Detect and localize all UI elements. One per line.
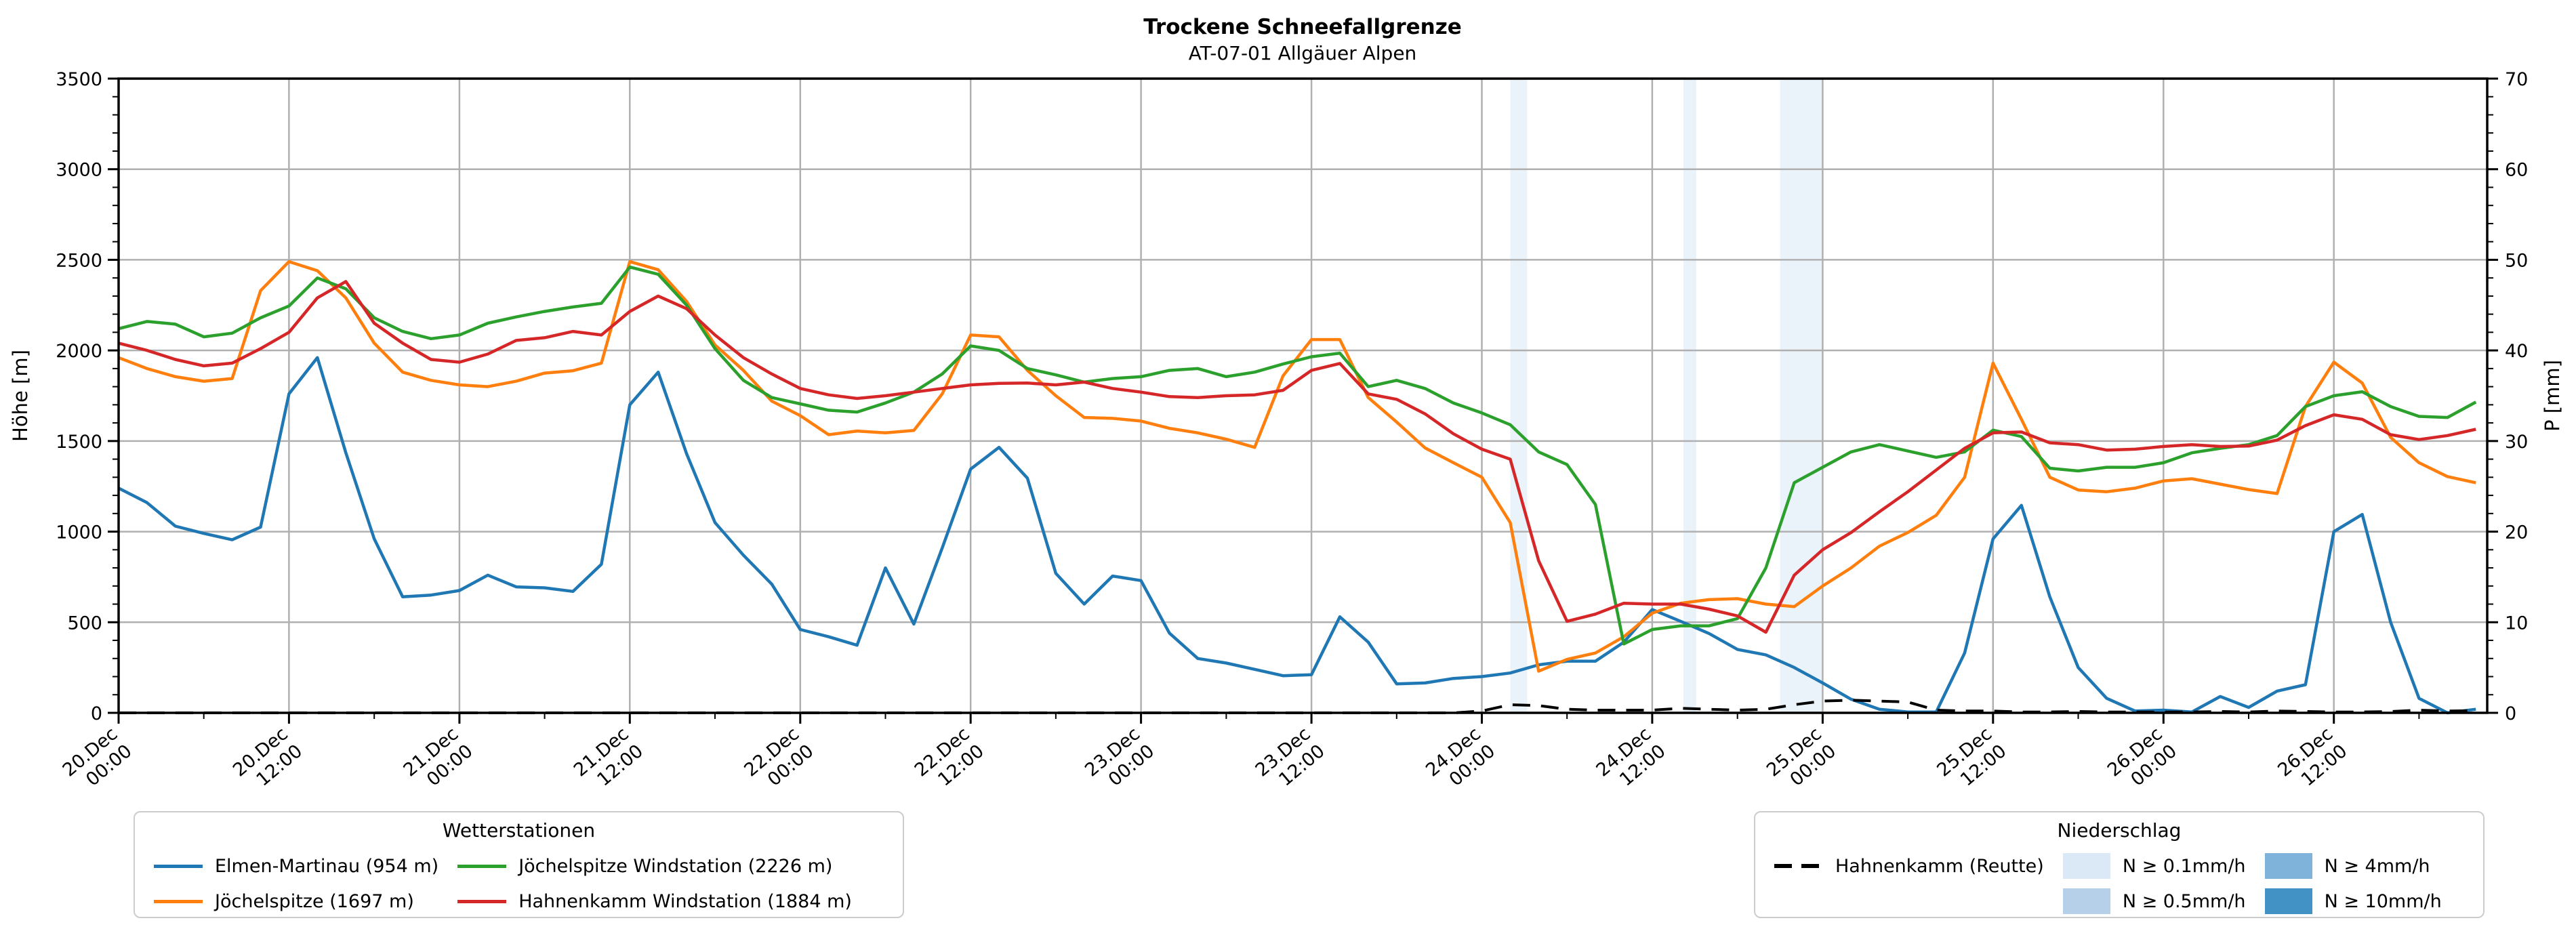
- legend-label: Hahnenkamm Windstation (1884 m): [518, 890, 852, 912]
- precip-10-swatch: [2264, 888, 2312, 914]
- svg-text:1500: 1500: [56, 432, 102, 453]
- svg-text:60: 60: [2505, 160, 2528, 181]
- svg-text:3500: 3500: [56, 69, 102, 90]
- legend-precipitation: Niederschlag Hahnenkamm (Reutte) N ≥ 0.1…: [1754, 811, 2485, 918]
- svg-text:3000: 3000: [56, 160, 102, 181]
- legend-label: N ≥ 4mm/h: [2324, 855, 2430, 877]
- precip-01-swatch: [2062, 853, 2110, 879]
- axes-spines: [117, 77, 2489, 714]
- legend-stations-title: Wetterstationen: [442, 819, 596, 842]
- precip-4-swatch: [2264, 853, 2312, 879]
- green-line-swatch: [457, 864, 507, 868]
- legend-item-hahnenkamm-windstation: Hahnenkamm Windstation (1884 m): [438, 884, 852, 919]
- series-line Jöchelspitze Windstation (2226 m): [118, 265, 2477, 646]
- legend-item-precip-01: N ≥ 0.1mm/h: [2044, 848, 2246, 884]
- svg-text:40: 40: [2505, 341, 2528, 362]
- series-line Jöchelspitze (1697 m): [118, 260, 2476, 673]
- legend-item-elmen-martinau: Elmen-Martinau (954 m): [135, 848, 438, 884]
- legend-precip-title: Niederschlag: [2057, 819, 2182, 842]
- svg-text:1000: 1000: [56, 522, 102, 543]
- dashed-line-swatch: [1774, 864, 1823, 868]
- legend-label: Jöchelspitze Windstation (2226 m): [518, 855, 833, 877]
- legend-item-precip-4: N ≥ 4mm/h: [2246, 848, 2442, 884]
- orange-line-swatch: [154, 899, 203, 903]
- svg-text:500: 500: [67, 613, 102, 634]
- legend-item-precip-10: N ≥ 10mm/h: [2246, 884, 2442, 919]
- legend-label: Jöchelspitze (1697 m): [215, 890, 414, 912]
- legend-stations: Wetterstationen Elmen-Martinau (954 m) J…: [134, 811, 904, 918]
- legend-label: N ≥ 0.1mm/h: [2122, 855, 2246, 877]
- svg-text:50: 50: [2505, 250, 2528, 271]
- svg-text:0: 0: [91, 703, 102, 724]
- svg-text:10: 10: [2505, 613, 2528, 634]
- svg-text:30: 30: [2505, 432, 2528, 453]
- legend-item-joechelspitze: Jöchelspitze (1697 m): [135, 884, 438, 919]
- page-subtitle: AT-07-01 Allgäuer Alpen: [1188, 42, 1417, 64]
- precip-band: [1510, 79, 1528, 713]
- precip-band: [1780, 79, 1823, 713]
- legend-label: N ≥ 0.5mm/h: [2122, 890, 2246, 912]
- y-left-axis-label: Höhe [m]: [9, 350, 32, 442]
- legend-item-precip-05: N ≥ 0.5mm/h: [2044, 884, 2246, 919]
- precip-band: [1683, 79, 1696, 713]
- legend-item-joechelspitze-windstation: Jöchelspitze Windstation (2226 m): [438, 848, 852, 884]
- axis-ticks: [108, 77, 2498, 724]
- legend-item-hahnenkamm-reutte: Hahnenkamm (Reutte): [1755, 848, 2044, 884]
- blue-line-swatch: [154, 864, 203, 868]
- svg-text:2000: 2000: [56, 341, 102, 362]
- svg-text:0: 0: [2505, 703, 2516, 724]
- page-title: Trockene Schneefallgrenze: [1143, 15, 1462, 39]
- y-right-axis-label: P [mm]: [2541, 360, 2564, 432]
- series-line Elmen-Martinau (954 m): [117, 356, 2476, 715]
- svg-text:70: 70: [2505, 69, 2528, 90]
- svg-text:2500: 2500: [56, 250, 102, 271]
- grid: [119, 79, 2487, 713]
- legend-label: Elmen-Martinau (954 m): [215, 855, 439, 877]
- y-right-tick-labels: 0 10 20 30 40 50 60 70: [2505, 69, 2528, 724]
- precip-05-swatch: [2062, 888, 2110, 914]
- red-line-swatch: [457, 899, 507, 903]
- legend-label: N ≥ 10mm/h: [2324, 890, 2442, 912]
- precip-bands: [1510, 79, 1823, 713]
- legend-label: Hahnenkamm (Reutte): [1835, 855, 2044, 877]
- svg-text:20: 20: [2505, 522, 2528, 543]
- series-line Hahnenkamm Windstation (1884 m): [118, 280, 2476, 634]
- y-left-tick-labels: 0 500 1000 1500 2000 2500 3000 3500: [56, 69, 102, 724]
